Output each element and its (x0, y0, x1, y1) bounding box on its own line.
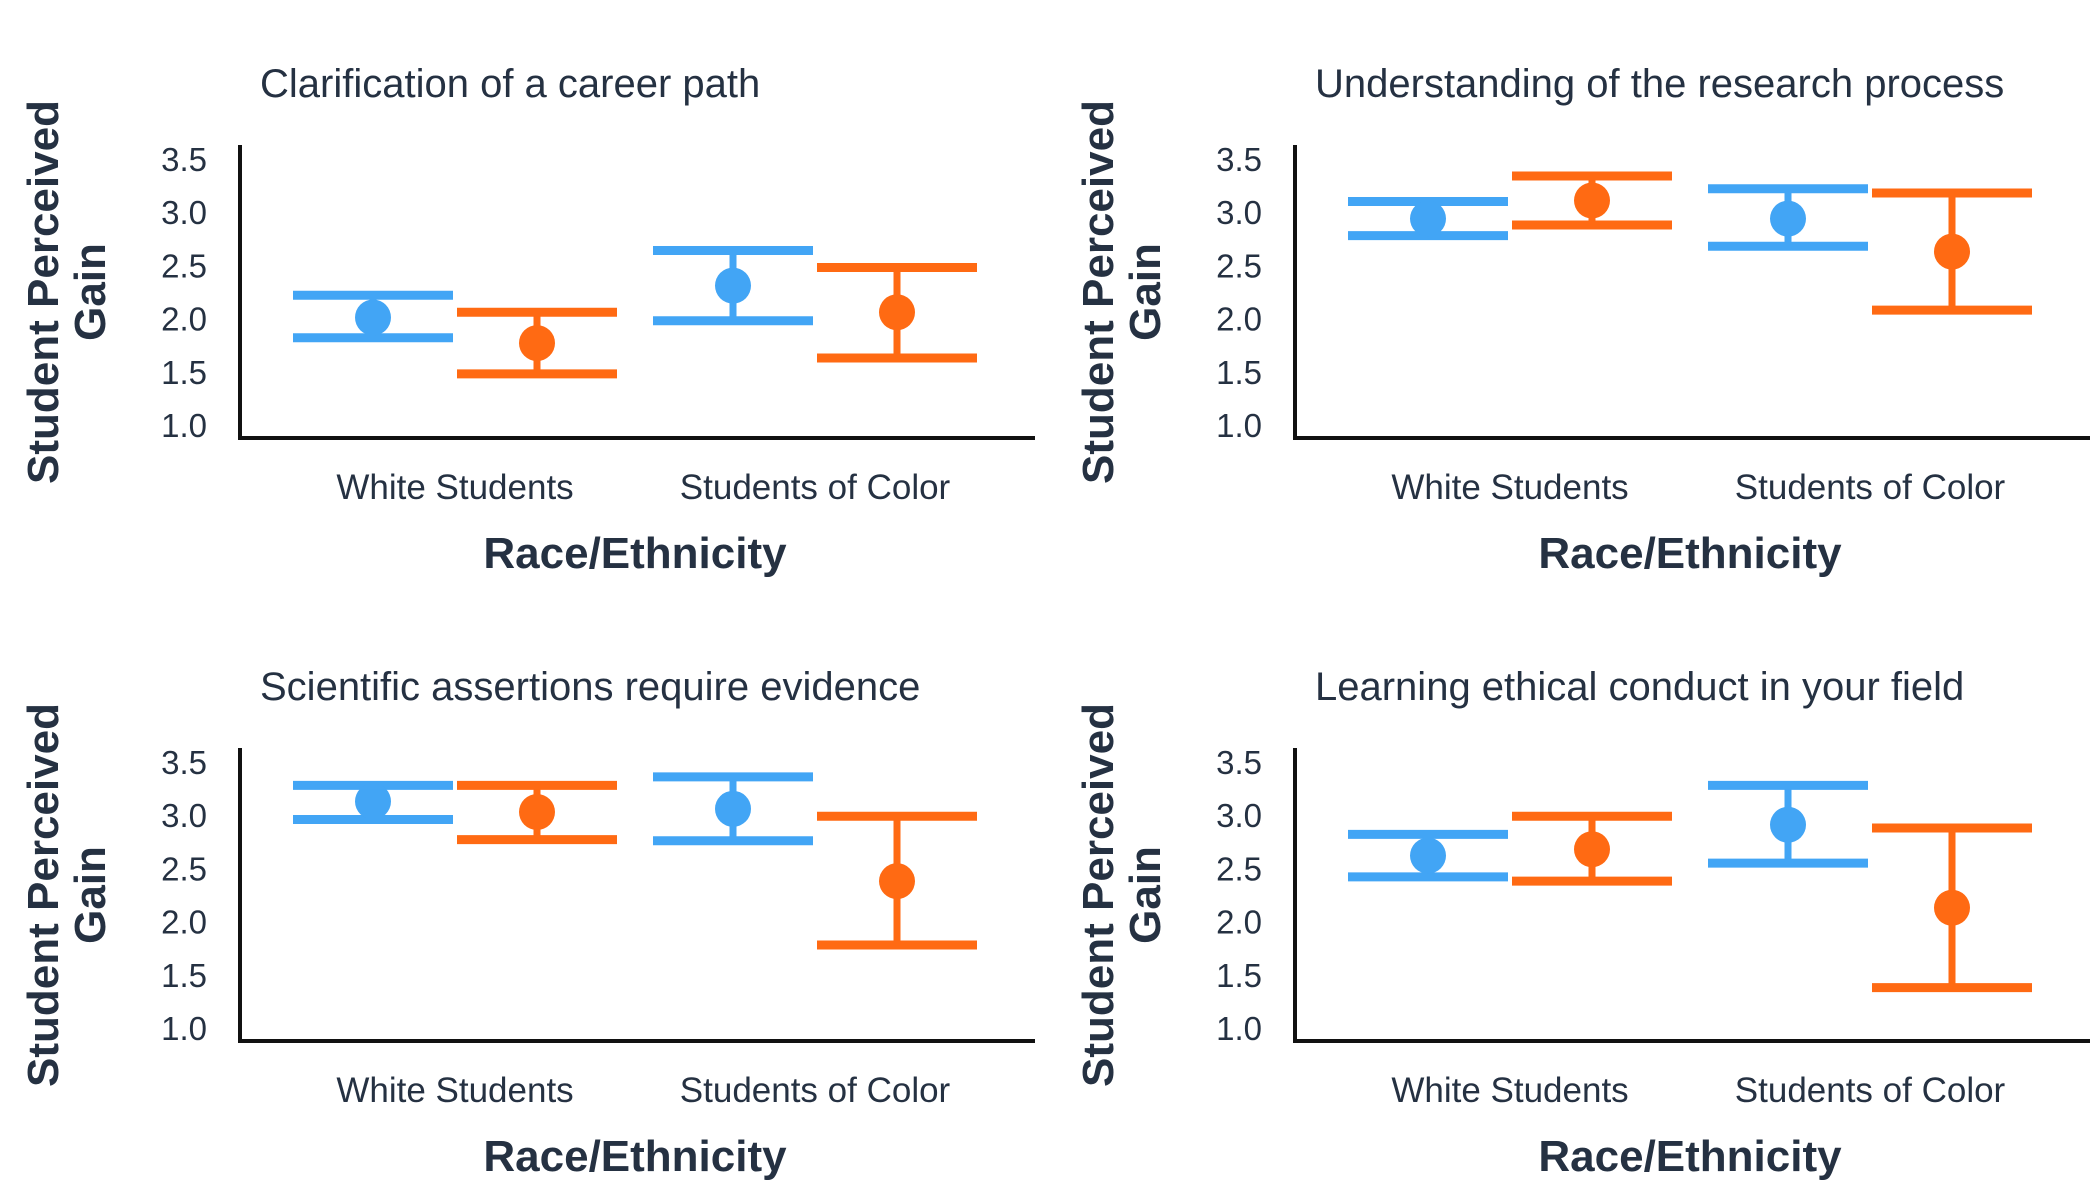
error-bar (1872, 188, 2032, 315)
y-axis-label-line: Gain (1121, 846, 1170, 944)
y-axis-label: Student PerceivedGain (19, 703, 115, 1087)
x-tick-label: Students of Color (680, 1071, 951, 1110)
mean-point (1574, 831, 1610, 868)
y-tick-label: 3.0 (161, 797, 207, 834)
y-tick-label: 1.0 (161, 1010, 207, 1047)
chart-title: Learning ethical conduct in your field (1315, 665, 1964, 709)
y-tick-label: 2.0 (161, 301, 207, 338)
error-bar (817, 811, 977, 950)
y-axis-label-line: Gain (66, 243, 115, 341)
chart-panel: Clarification of a career path Student Pe… (19, 62, 1035, 578)
y-tick-label: 1.0 (1216, 407, 1262, 444)
x-tick-label: Students of Color (1735, 1071, 2006, 1110)
y-tick-label: 3.0 (1216, 797, 1262, 834)
y-tick-label: 3.5 (161, 141, 207, 178)
error-bar (1348, 829, 1508, 882)
y-axis-label-line: Student Perceived (19, 703, 68, 1087)
y-axis-label-line: Student Perceived (19, 100, 68, 484)
x-tick-label: Students of Color (1735, 468, 2006, 507)
error-bar (1348, 197, 1508, 241)
mean-point (1770, 806, 1806, 843)
y-tick-label: 1.0 (161, 407, 207, 444)
error-bar (817, 263, 977, 363)
y-tick-label: 1.5 (1216, 957, 1262, 994)
y-axis-label-line: Student Perceived (1074, 703, 1123, 1087)
error-bar (1872, 823, 2032, 993)
y-tick-label: 2.0 (161, 904, 207, 941)
y-tick-label: 3.5 (1216, 141, 1262, 178)
error-bar (293, 780, 453, 824)
y-tick-label: 2.0 (1216, 904, 1262, 941)
x-tick-label: Students of Color (680, 468, 951, 507)
mean-point (519, 794, 555, 831)
mean-point (1934, 889, 1970, 926)
chart-title: Understanding of the research process (1315, 62, 2004, 106)
error-bar (653, 772, 813, 846)
mean-point (1770, 200, 1806, 237)
y-axis-label: Student PerceivedGain (1074, 100, 1170, 484)
x-axis-label: Race/Ethnicity (483, 1132, 787, 1181)
y-tick-label: 3.5 (1216, 744, 1262, 781)
y-tick-label: 3.0 (1216, 194, 1262, 231)
mean-point (1574, 182, 1610, 219)
chart-panel: Learning ethical conduct in your field St… (1074, 665, 2090, 1181)
error-bar (1708, 184, 1868, 251)
mean-point (1934, 233, 1970, 270)
chart-title: Scientific assertions require evidence (260, 665, 920, 709)
y-axis-label: Student PerceivedGain (19, 100, 115, 484)
chart-title: Clarification of a career path (260, 62, 760, 106)
mean-point (715, 790, 751, 827)
x-axis-label: Race/Ethnicity (483, 529, 787, 578)
mean-point (519, 325, 555, 362)
x-tick-label: White Students (336, 1071, 573, 1110)
y-tick-label: 1.5 (161, 354, 207, 391)
x-tick-label: White Students (1391, 1071, 1628, 1110)
y-tick-label: 2.5 (161, 850, 207, 887)
y-axis-label-line: Student Perceived (1074, 100, 1123, 484)
error-bar (1512, 811, 1672, 886)
x-tick-label: White Students (1391, 468, 1628, 507)
error-bar (293, 290, 453, 343)
mean-point (715, 267, 751, 304)
x-axis-label: Race/Ethnicity (1538, 529, 1842, 578)
error-bar (1512, 171, 1672, 230)
y-tick-label: 3.5 (161, 744, 207, 781)
mean-point (1410, 837, 1446, 874)
y-axis-label-line: Gain (1121, 243, 1170, 341)
chart-panel: Understanding of the research process Stu… (1074, 62, 2090, 578)
chart-panel: Scientific assertions require evidence St… (19, 665, 1035, 1181)
error-bar (457, 780, 617, 845)
error-bar (653, 246, 813, 326)
mean-point (879, 863, 915, 900)
y-tick-label: 2.0 (1216, 301, 1262, 338)
y-tick-label: 2.5 (1216, 247, 1262, 284)
error-bar (457, 307, 617, 379)
error-bar (1708, 780, 1868, 868)
y-tick-label: 2.5 (161, 247, 207, 284)
y-tick-label: 3.0 (161, 194, 207, 231)
y-tick-label: 1.5 (161, 957, 207, 994)
mean-point (355, 299, 391, 336)
y-axis-label: Student PerceivedGain (1074, 703, 1170, 1087)
x-axis-label: Race/Ethnicity (1538, 1132, 1842, 1181)
x-tick-label: White Students (336, 468, 573, 507)
mean-point (879, 294, 915, 331)
y-axis-label-line: Gain (66, 846, 115, 944)
y-tick-label: 1.5 (1216, 354, 1262, 391)
mean-point (1410, 200, 1446, 237)
y-tick-label: 2.5 (1216, 850, 1262, 887)
y-tick-label: 1.0 (1216, 1010, 1262, 1047)
mean-point (355, 783, 391, 820)
